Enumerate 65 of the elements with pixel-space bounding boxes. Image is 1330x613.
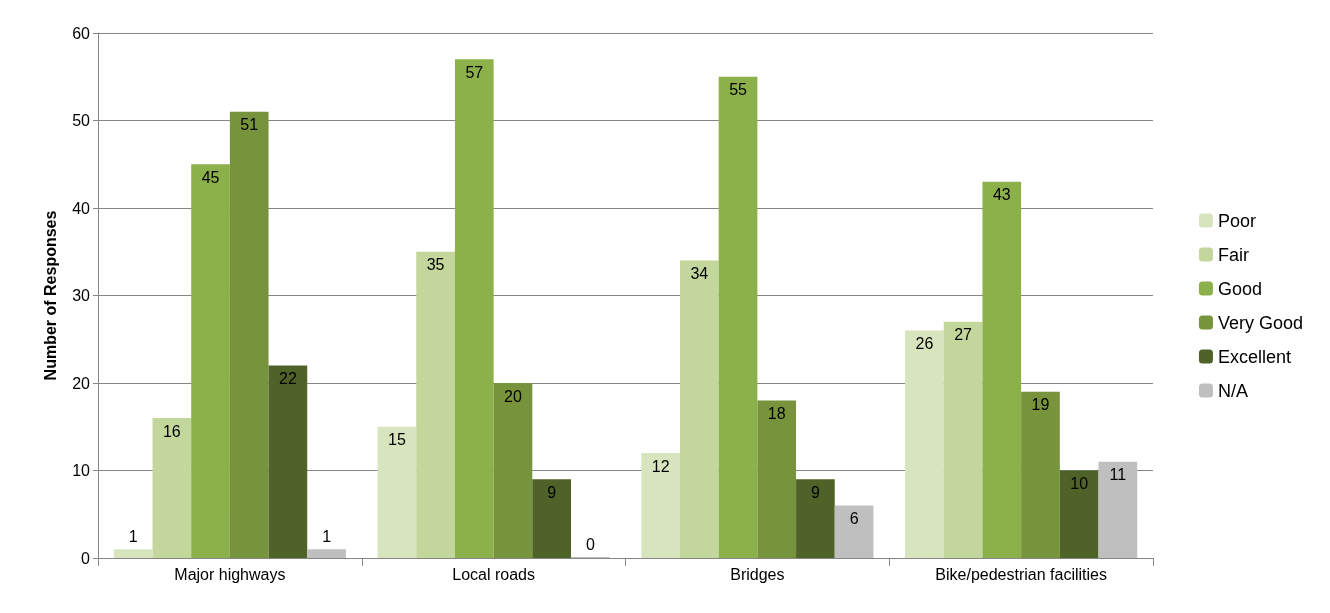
data-label: 6	[849, 510, 859, 527]
legend-label: Very Good	[1217, 312, 1304, 333]
bar	[229, 111, 269, 558]
bar	[532, 479, 571, 558]
legend-label: Fair	[1217, 244, 1249, 265]
bar	[905, 330, 944, 558]
bar	[113, 549, 153, 558]
legend-label: Poor	[1217, 210, 1256, 231]
bar	[152, 418, 192, 558]
bar	[680, 260, 719, 558]
y-tick-label: 0	[81, 549, 91, 567]
x-tick-label: Major highways	[174, 565, 286, 583]
data-label: 15	[388, 431, 406, 449]
x-tick-label: Bike/pedestrian facilities	[935, 565, 1107, 583]
data-label: 11	[1109, 466, 1127, 484]
data-label: 1	[128, 527, 138, 545]
y-axis-title: Number of Responses	[41, 210, 59, 381]
data-label: 18	[767, 405, 786, 422]
y-tick-label: 30	[72, 287, 91, 304]
data-label: 1	[322, 527, 332, 545]
legend-label: Excellent	[1217, 346, 1291, 367]
data-label: 9	[810, 483, 820, 501]
data-label: 9	[547, 483, 557, 501]
bar	[493, 383, 533, 558]
bar	[377, 426, 417, 558]
bar	[641, 453, 681, 558]
bar	[416, 251, 455, 558]
bar	[1021, 391, 1060, 558]
bar	[454, 59, 494, 558]
bar	[834, 505, 874, 558]
bar	[191, 164, 230, 558]
y-tick-label: 50	[72, 112, 91, 129]
data-label: 34	[690, 265, 709, 282]
data-label: 22	[279, 370, 297, 387]
data-label: 45	[201, 168, 220, 186]
legend-label: N/A	[1217, 380, 1248, 401]
data-label: 43	[992, 186, 1011, 204]
data-label: 0	[585, 535, 595, 553]
bar	[943, 321, 983, 558]
y-tick-label: 60	[72, 24, 91, 42]
bar	[307, 549, 346, 558]
bar	[718, 76, 758, 558]
bar	[982, 181, 1022, 558]
x-tick-label: Local roads	[452, 565, 535, 583]
data-label: 20	[504, 387, 522, 405]
y-tick-label: 20	[72, 374, 91, 392]
y-tick-label: 10	[72, 462, 91, 479]
data-label: 12	[651, 457, 670, 475]
bar	[1098, 461, 1138, 558]
x-tick-label: Bridges	[730, 565, 785, 583]
bar	[1059, 470, 1099, 558]
y-tick-label: 40	[72, 199, 91, 217]
data-label: 27	[954, 326, 973, 344]
data-label: 26	[915, 335, 934, 352]
data-label: 19	[1031, 396, 1050, 414]
data-label: 10	[1070, 475, 1089, 492]
data-label: 57	[465, 63, 484, 81]
data-label: 55	[729, 81, 748, 99]
data-label: 35	[426, 256, 445, 274]
bar	[268, 365, 308, 558]
bar	[757, 400, 797, 558]
legend-label: Good	[1217, 278, 1262, 299]
data-label: 16	[162, 422, 181, 440]
data-label: 51	[240, 116, 259, 134]
bar	[796, 479, 835, 558]
